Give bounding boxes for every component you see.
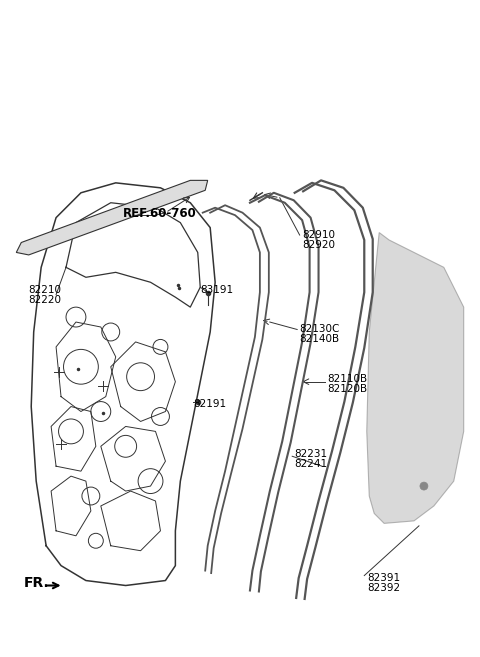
Text: 82110B: 82110B [327,374,367,384]
Text: 82140B: 82140B [300,334,340,344]
Polygon shape [367,233,464,524]
Text: 82391: 82391 [367,573,400,583]
Text: 82910: 82910 [302,230,335,240]
Polygon shape [16,181,208,255]
Text: 82191: 82191 [193,399,226,409]
Circle shape [420,482,428,490]
Text: FR.: FR. [24,576,49,590]
Text: 82231: 82231 [295,449,328,459]
Text: REF.60-760: REF.60-760 [123,207,197,220]
Text: 82130C: 82130C [300,325,340,334]
Text: 82392: 82392 [367,583,400,593]
Text: 82241: 82241 [295,459,328,468]
Text: 82120B: 82120B [327,384,367,394]
Text: 83191: 83191 [200,284,233,295]
Text: 82920: 82920 [302,240,335,250]
Text: 82210: 82210 [29,284,62,295]
Text: 82220: 82220 [29,295,62,305]
